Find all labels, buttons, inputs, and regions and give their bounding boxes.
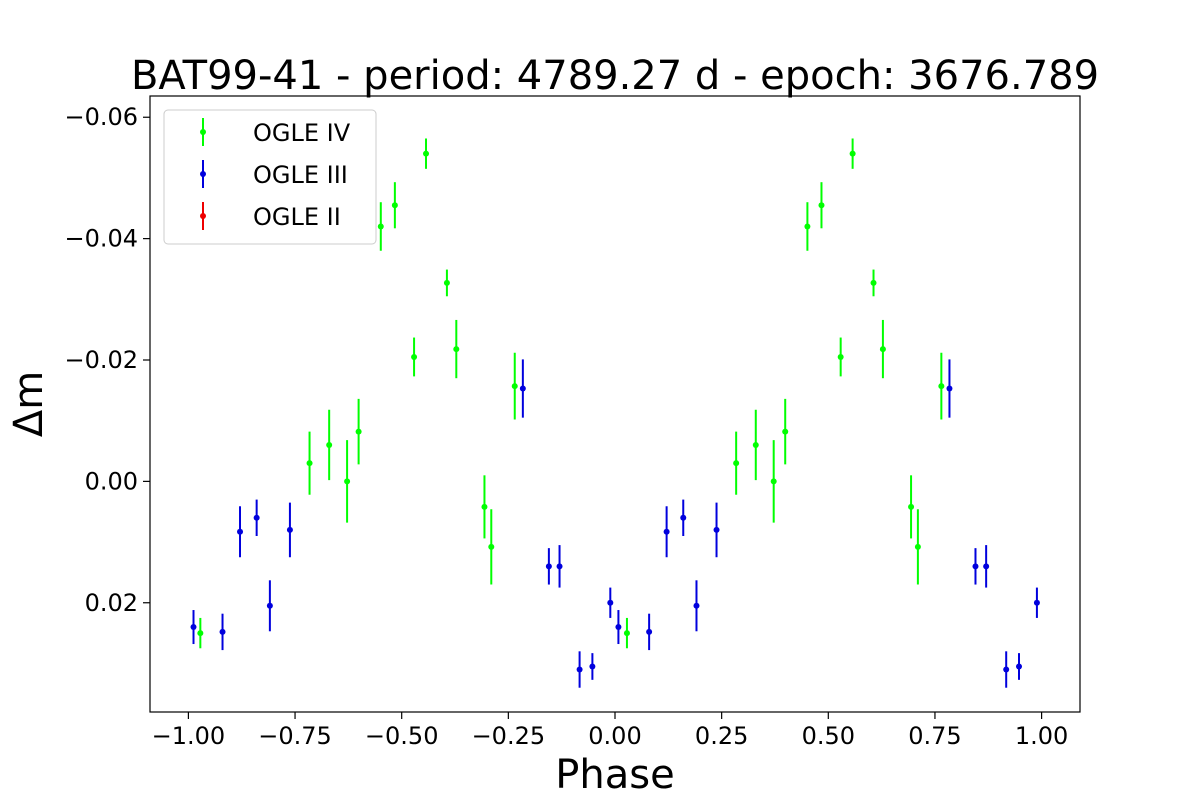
data-point [623, 630, 630, 637]
data-point [879, 346, 886, 353]
legend-frame [163, 109, 377, 245]
data-point [908, 503, 915, 510]
data-point [266, 602, 273, 609]
x-tick-label: −0.50 [365, 722, 439, 750]
data-point [680, 514, 687, 521]
data-point [511, 383, 518, 390]
legend-marker [200, 129, 206, 135]
y-tick-label: 0.00 [85, 467, 138, 495]
data-point [391, 202, 398, 209]
plot-frame [149, 95, 1081, 713]
data-point [237, 528, 244, 535]
data-point [646, 628, 653, 635]
x-tick-label: 0.25 [695, 722, 748, 750]
data-point [663, 528, 670, 535]
data-point [983, 563, 990, 570]
data-point [972, 563, 979, 570]
x-tick-label: −1.00 [152, 722, 226, 750]
y-tick-label: 0.02 [85, 589, 138, 617]
data-point [837, 353, 844, 360]
data-point [938, 383, 945, 390]
data-point [818, 202, 825, 209]
legend-marker [200, 213, 206, 219]
data-point [946, 385, 953, 392]
y-tick-label: −0.02 [64, 346, 138, 374]
data-point [286, 526, 293, 533]
data-point [752, 441, 759, 448]
data-point [326, 441, 333, 448]
y-tick-label: −0.04 [64, 225, 138, 253]
data-point [197, 630, 204, 637]
data-point [804, 223, 811, 230]
data-point [782, 428, 789, 435]
data-point [733, 460, 740, 467]
x-tick-label: 0.75 [908, 722, 961, 750]
data-point [770, 478, 777, 485]
x-tick-label: −0.25 [472, 722, 546, 750]
x-axis-label: Phase [555, 752, 674, 798]
chart-title: BAT99-41 - period: 4789.27 d - epoch: 36… [131, 53, 1099, 99]
legend: OGLE IV OGLE III OGLE II [163, 109, 377, 245]
data-point [344, 478, 351, 485]
data-point [607, 599, 614, 606]
axis-ticks: −1.00 −0.75 −0.50 −0.25 0.00 0.25 0.50 0.75 1.00… [64, 103, 1068, 750]
legend-label: OGLE II [253, 203, 341, 231]
x-tick-label: 0.50 [802, 722, 855, 750]
legend-marker [200, 171, 206, 177]
legend-label: OGLE IV [253, 119, 351, 147]
x-tick-label: 1.00 [1015, 722, 1068, 750]
data-point [615, 624, 622, 631]
data-point [589, 663, 596, 670]
y-axis-label: Δm [6, 371, 52, 437]
data-point [306, 460, 313, 467]
legend-label: OGLE III [253, 161, 348, 189]
x-tick-label: −0.75 [258, 722, 332, 750]
data-point [519, 385, 526, 392]
data-point [488, 543, 495, 550]
data-point [914, 543, 921, 550]
data-point [219, 628, 226, 635]
data-point [849, 150, 856, 157]
data-point [423, 150, 430, 157]
x-tick-label: 0.00 [588, 722, 641, 750]
legend-entry: OGLE III [200, 160, 348, 189]
data-point [190, 624, 197, 631]
legend-entry: OGLE IV [200, 118, 351, 147]
y-tick-label: −0.06 [64, 103, 138, 131]
data-point [253, 514, 260, 521]
data-point [1033, 599, 1040, 606]
data-point [713, 526, 720, 533]
legend-entry: OGLE II [200, 202, 341, 231]
data-point [545, 563, 552, 570]
data-point [576, 666, 583, 673]
data-point [411, 353, 418, 360]
data-point [870, 279, 877, 286]
data-point [377, 223, 384, 230]
series-ogle-iv [197, 138, 945, 649]
data-point [443, 279, 450, 286]
data-points-layer [190, 138, 1040, 688]
data-point [1015, 663, 1022, 670]
data-point [693, 602, 700, 609]
data-point [481, 503, 488, 510]
data-point [355, 428, 362, 435]
data-point [556, 563, 563, 570]
data-point [1003, 666, 1010, 673]
data-point [453, 346, 460, 353]
series-ogle-iii [190, 359, 1040, 688]
